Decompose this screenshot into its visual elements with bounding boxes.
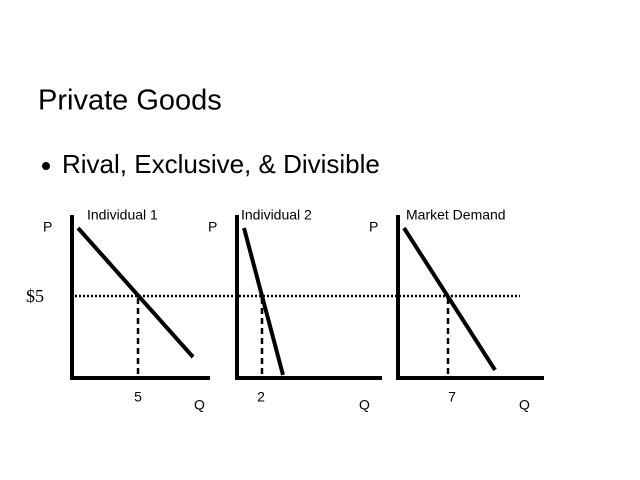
y-axis-label: P (369, 219, 378, 235)
y-axis-label: P (43, 219, 52, 235)
bullet-dot (42, 162, 50, 170)
demand-curve (76, 226, 195, 359)
axes (70, 215, 210, 380)
quantity-label: 5 (134, 389, 142, 405)
x-axis-label: Q (519, 397, 530, 413)
bullet-text: Rival, Exclusive, & Divisible (62, 149, 380, 179)
quantity-label: 2 (257, 389, 265, 405)
slide-title: Private Goods (38, 85, 222, 117)
panel-title: Individual 2 (241, 207, 312, 223)
y-axis-label: P (208, 219, 217, 235)
demand-curve (242, 227, 285, 376)
panel-title: Individual 1 (87, 207, 158, 223)
axes (235, 215, 382, 380)
price-label: $5 (26, 286, 44, 306)
x-axis-label: Q (194, 397, 205, 413)
axes (396, 215, 544, 380)
quantity-label: 7 (448, 389, 456, 405)
panel-title: Market Demand (406, 207, 506, 223)
x-axis-label: Q (359, 397, 370, 413)
demand-curve (402, 226, 497, 372)
